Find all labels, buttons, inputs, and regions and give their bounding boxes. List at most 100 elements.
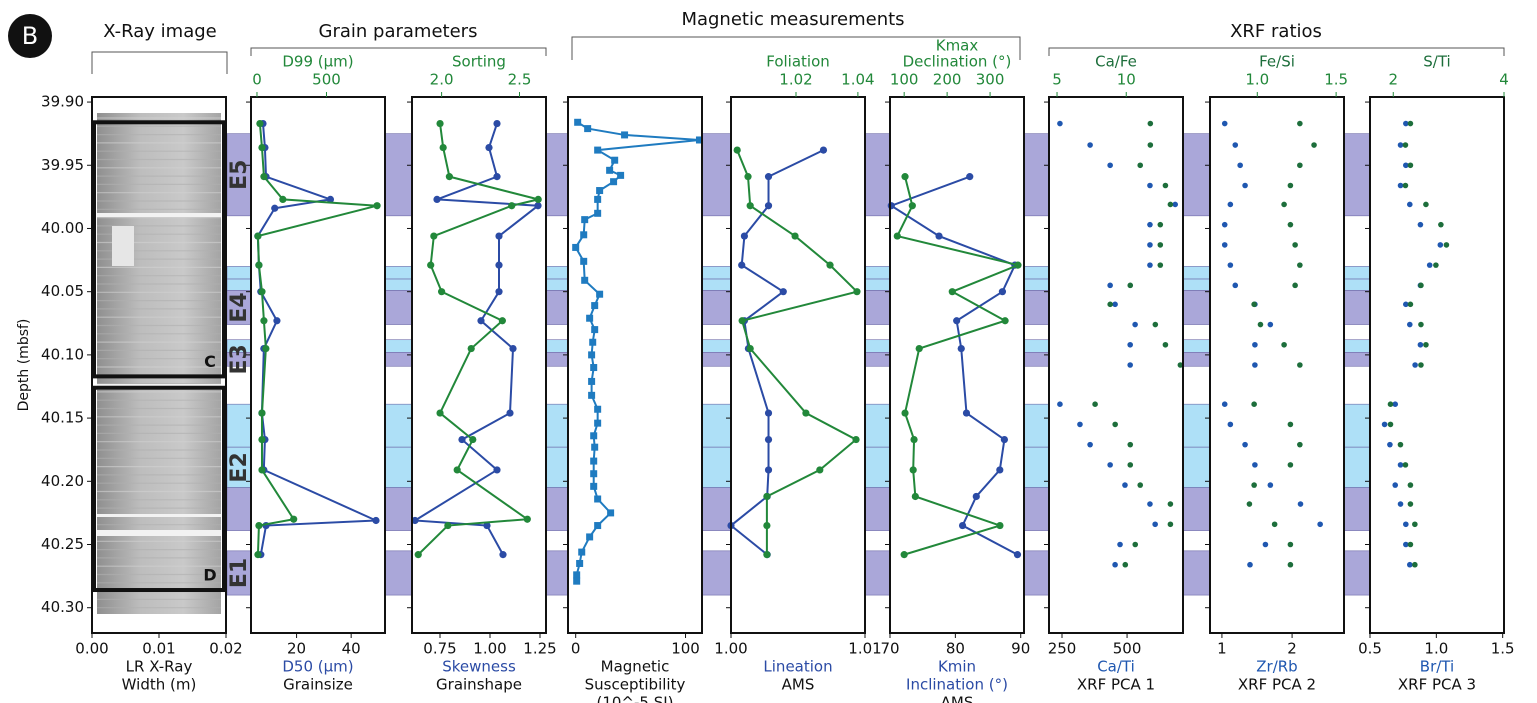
marker: [738, 261, 746, 269]
panel-background: [1049, 97, 1183, 633]
marker: [495, 232, 503, 240]
marker: [586, 533, 594, 541]
marker: [254, 551, 262, 559]
panel-caption: LR X-Ray: [126, 658, 193, 676]
marker: [744, 173, 752, 181]
point: [1407, 482, 1414, 488]
x2-tick-label: 1.0: [1245, 71, 1269, 89]
marker: [763, 521, 771, 530]
marker: [438, 288, 446, 296]
point: [1397, 182, 1404, 189]
marker: [819, 146, 828, 154]
point: [1107, 462, 1113, 468]
marker: [591, 302, 599, 310]
point: [1412, 521, 1418, 528]
point: [1412, 362, 1418, 368]
x2-axis-label: Ca/Fe: [1095, 53, 1137, 71]
marker: [372, 516, 380, 525]
marker: [617, 171, 625, 179]
marker: [594, 405, 602, 413]
panel-caption: AMS: [941, 694, 974, 703]
group-title: X-Ray image: [103, 21, 217, 42]
point: [1297, 120, 1303, 127]
marker: [534, 195, 542, 203]
group-title: Magnetic measurements: [681, 9, 904, 30]
marker: [271, 204, 279, 212]
marker: [580, 231, 588, 239]
marker: [966, 173, 974, 181]
point: [1417, 341, 1424, 348]
marker: [495, 288, 503, 296]
point: [1407, 120, 1414, 127]
point: [1112, 301, 1118, 308]
x2-tick-label: 2: [1388, 71, 1398, 89]
point: [1407, 301, 1414, 308]
marker: [998, 288, 1007, 296]
panel-caption: XRF PCA 1: [1077, 676, 1155, 694]
marker: [764, 466, 773, 474]
marker: [764, 202, 773, 210]
marker: [816, 466, 824, 474]
y-tick-label: 39.90: [41, 93, 84, 111]
panel-frame: [730, 96, 866, 634]
marker: [576, 559, 584, 567]
marker: [901, 409, 909, 417]
point: [1407, 321, 1413, 328]
point: [1403, 301, 1409, 308]
marker: [900, 551, 908, 559]
panel-frame: [1048, 96, 1184, 634]
panel-background: [1210, 97, 1344, 633]
x-tick-label: 0.75: [423, 640, 456, 658]
point: [1418, 321, 1424, 328]
marker: [290, 515, 298, 523]
x2-axis-label: Foliation: [766, 53, 830, 71]
point: [1057, 401, 1063, 407]
panel-caption: AMS: [782, 676, 815, 694]
point: [1267, 321, 1274, 328]
marker: [506, 409, 514, 417]
y-tick-label: 40.00: [41, 219, 84, 237]
x-axis-label: Lineation: [763, 658, 832, 676]
event-label: E1: [227, 558, 252, 588]
marker: [590, 457, 598, 465]
marker: [594, 195, 602, 203]
marker: [962, 409, 971, 417]
x2-axis-label: Declination (°): [903, 53, 1012, 71]
marker: [590, 482, 598, 490]
marker: [523, 515, 531, 523]
panel-frame: [1369, 96, 1505, 634]
panel-frame: [1209, 96, 1345, 634]
point: [1287, 421, 1294, 428]
marker: [953, 317, 961, 325]
x2-axis-label: Sorting: [452, 53, 506, 71]
point: [1443, 242, 1450, 248]
point: [1426, 262, 1433, 268]
marker: [764, 435, 773, 444]
point: [1162, 341, 1169, 348]
marker: [255, 261, 263, 269]
panel-frame: [411, 96, 547, 634]
panel-frame: [567, 96, 703, 634]
marker: [572, 243, 580, 251]
point: [1137, 162, 1144, 169]
marker: [594, 495, 602, 503]
x-tick-label: 1.25: [523, 640, 556, 658]
marker: [495, 261, 503, 269]
group-bracket: [91, 51, 228, 74]
event-label: E4: [227, 292, 252, 322]
marker: [1014, 261, 1022, 269]
point: [1057, 120, 1063, 127]
point: [1147, 501, 1153, 507]
x-tick-label: 0.5: [1358, 640, 1382, 658]
marker: [594, 419, 602, 427]
marker: [581, 276, 589, 284]
point: [1287, 561, 1294, 568]
marker: [258, 288, 266, 296]
point: [1297, 501, 1304, 507]
point: [1087, 142, 1093, 148]
marker: [791, 232, 799, 240]
marker: [373, 202, 381, 210]
point: [1403, 120, 1409, 127]
point: [1221, 221, 1228, 228]
marker: [958, 521, 967, 530]
